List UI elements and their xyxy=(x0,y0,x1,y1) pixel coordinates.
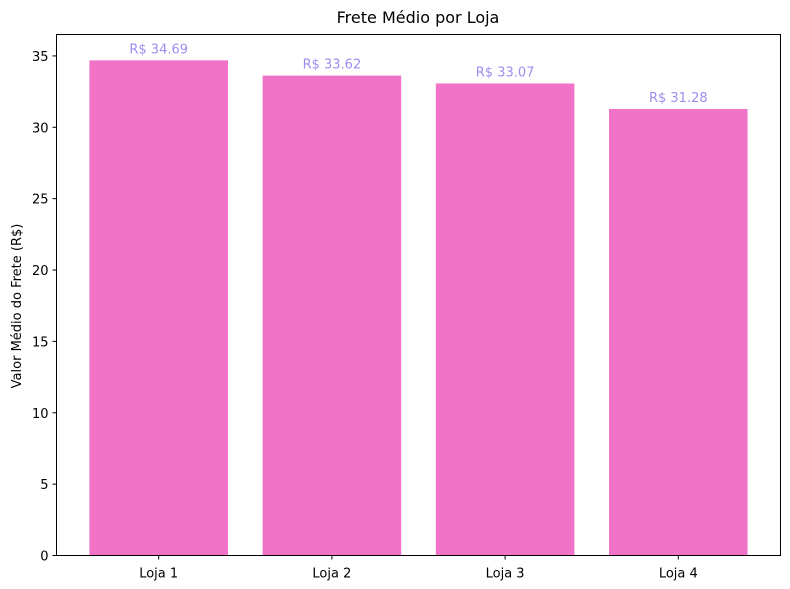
y-tick-label: 10 xyxy=(32,407,49,422)
x-tick-label: Loja 2 xyxy=(312,567,351,582)
x-tick-label: Loja 4 xyxy=(659,567,698,582)
data-label-4: R$ 31.28 xyxy=(649,91,708,106)
y-axis: 0 5 10 15 20 25 30 35 xyxy=(32,50,57,565)
data-label-2: R$ 33.62 xyxy=(303,58,362,73)
chart-title: Frete Médio por Loja xyxy=(337,8,500,27)
x-tick-label: Loja 3 xyxy=(486,567,525,582)
bar-4 xyxy=(609,109,748,556)
y-tick-label: 0 xyxy=(40,550,48,565)
bars-group xyxy=(89,60,748,556)
data-label-3: R$ 33.07 xyxy=(476,65,535,80)
plot-frame xyxy=(56,34,781,556)
x-axis: Loja 1 Loja 2 Loja 3 Loja 4 xyxy=(139,555,698,582)
y-tick-label: 5 xyxy=(40,478,48,493)
bar-1 xyxy=(89,60,228,556)
y-axis-label: Valor Médio do Frete (R$) xyxy=(10,224,25,389)
y-tick-label: 20 xyxy=(32,264,49,279)
y-tick-label: 35 xyxy=(32,50,49,65)
bar-2 xyxy=(262,75,402,556)
data-labels-group: R$ 34.69 R$ 33.62 R$ 33.07 R$ 31.28 xyxy=(129,42,707,106)
y-tick-label: 25 xyxy=(32,193,49,208)
y-tick-label: 15 xyxy=(32,335,49,350)
bar-3 xyxy=(435,83,575,556)
x-tick-label: Loja 1 xyxy=(139,567,178,582)
y-tick-label: 30 xyxy=(32,121,49,136)
data-label-1: R$ 34.69 xyxy=(129,42,188,57)
